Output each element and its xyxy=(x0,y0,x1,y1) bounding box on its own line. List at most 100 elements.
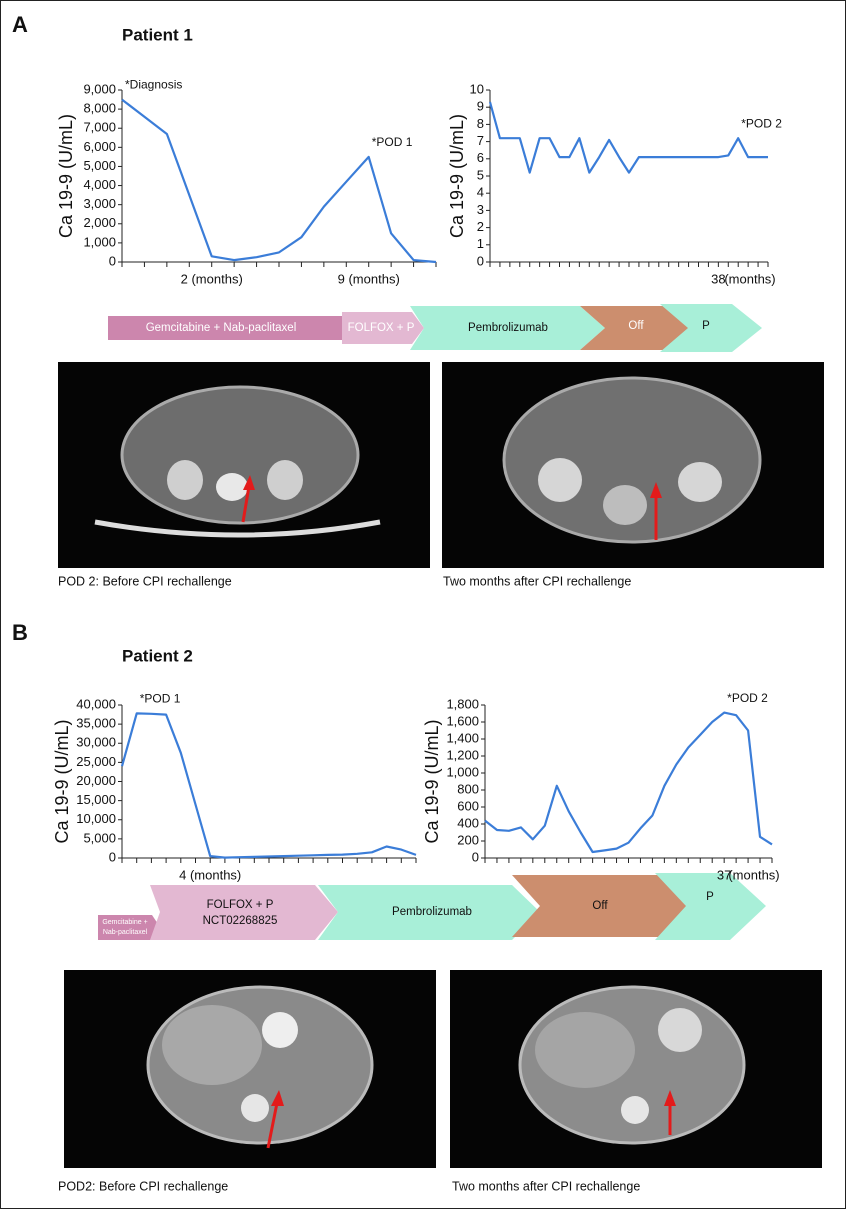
y-tick-label: 6 xyxy=(477,150,484,165)
timeline-label: Pembrolizumab xyxy=(468,322,548,334)
timeline-label: P xyxy=(702,320,710,332)
image-caption: Two months after CPI rechallenge xyxy=(452,1179,640,1193)
annotation: *Diagnosis xyxy=(125,78,182,92)
y-tick-label: 10,000 xyxy=(76,811,116,826)
timeline-label: P xyxy=(706,891,714,903)
annotation: *POD 1 xyxy=(140,692,181,706)
timeline-label: Off xyxy=(628,320,644,332)
y-tick-label: 7 xyxy=(477,133,484,148)
y-axis-label: Ca 19-9 (U/mL) xyxy=(56,114,76,238)
timeline-segment xyxy=(108,316,345,340)
ct-image xyxy=(450,970,822,1168)
timeline-label: Gemcitabine + Nab-paclitaxel xyxy=(146,322,297,334)
timeline-label: Pembrolizumab xyxy=(392,906,472,918)
y-tick-label: 200 xyxy=(457,832,479,847)
y-tick-label: 3 xyxy=(477,202,484,217)
chart: 0 1,000 2,000 3,000 4,000 5,000 6,000 7,000 8,00… xyxy=(56,78,437,286)
timeline-segment xyxy=(150,885,338,940)
data-line xyxy=(120,712,417,859)
timeline-label: Gemcitabine + xyxy=(102,919,147,926)
image-caption: POD2: Before CPI rechallenge xyxy=(58,1179,228,1193)
y-tick-label: 5,000 xyxy=(83,830,116,845)
y-tick-label: 1,200 xyxy=(446,747,479,762)
y-tick-label: 0 xyxy=(109,849,116,864)
x-tick-label: 2 (months) xyxy=(181,271,243,286)
y-tick-label: 0 xyxy=(109,253,116,268)
x-tick-label: 37 xyxy=(717,867,731,882)
data-line xyxy=(484,711,773,854)
x-axis-label: (months) xyxy=(724,271,775,286)
timeline-segment xyxy=(580,306,690,350)
data-line xyxy=(488,101,768,174)
y-tick-label: 1,000 xyxy=(83,234,116,249)
y-tick-label: 30,000 xyxy=(76,735,116,750)
timeline-label: Nab-paclitaxel xyxy=(103,929,148,936)
chart: 0 1 2 3 4 5 6 7 8 9 10 38(months) Ca 19-9 (U/mL) *POD… xyxy=(447,81,782,286)
y-tick-label: 0 xyxy=(472,849,479,864)
x-tick-label: 9 (months) xyxy=(338,271,400,286)
y-tick-label: 1,600 xyxy=(446,713,479,728)
annotation: *POD 2 xyxy=(727,691,768,705)
y-tick-label: 25,000 xyxy=(76,754,116,769)
y-tick-label: 15,000 xyxy=(76,792,116,807)
ct-image xyxy=(58,362,430,568)
timeline-label: Off xyxy=(592,900,608,912)
y-tick-label: 2 xyxy=(477,219,484,234)
y-tick-label: 7,000 xyxy=(83,120,116,135)
y-tick-label: 10 xyxy=(470,81,484,96)
timeline: Gemcitabine + Nab-paclitaxel FOLFOX + P … xyxy=(98,873,766,940)
timeline-segment xyxy=(512,875,688,937)
ct-image xyxy=(442,362,824,568)
y-tick-label: 3,000 xyxy=(83,196,116,211)
data-line xyxy=(121,98,437,264)
timeline-label: FOLFOX + P xyxy=(348,322,415,334)
timeline-segment xyxy=(410,306,605,350)
timeline-segment xyxy=(98,915,160,940)
y-axis-label: Ca 19-9 (U/mL) xyxy=(52,719,72,843)
x-axis-label: (months) xyxy=(728,867,779,882)
x-tick-label: 4 (months) xyxy=(179,867,241,882)
y-tick-label: 600 xyxy=(457,798,479,813)
y-tick-label: 800 xyxy=(457,781,479,796)
y-tick-label: 6,000 xyxy=(83,139,116,154)
y-tick-label: 9 xyxy=(477,99,484,114)
timeline-segment xyxy=(342,312,424,344)
timeline-segment xyxy=(318,885,540,940)
y-tick-label: 40,000 xyxy=(76,696,116,711)
y-tick-label: 20,000 xyxy=(76,773,116,788)
y-tick-label: 8,000 xyxy=(83,101,116,116)
timeline-segment xyxy=(660,304,762,352)
y-tick-label: 1,400 xyxy=(446,730,479,745)
chart: 0 5,000 10,000 15,000 20,000 25,000 30,000 35,0… xyxy=(52,692,417,882)
y-tick-label: 1,800 xyxy=(446,696,479,711)
y-tick-label: 4,000 xyxy=(83,177,116,192)
y-tick-label: 0 xyxy=(477,253,484,268)
timeline-label: NCT02268825 xyxy=(203,915,278,927)
y-tick-label: 2,000 xyxy=(83,215,116,230)
image-caption: Two months after CPI rechallenge xyxy=(443,574,631,588)
y-tick-label: 5,000 xyxy=(83,158,116,173)
chart: 0 200 400 600 800 1,000 1,200 1,400 1,600 1,800 37… xyxy=(422,691,780,883)
y-tick-label: 5 xyxy=(477,167,484,182)
x-tick-label: 38 xyxy=(711,271,725,286)
y-tick-label: 4 xyxy=(477,185,484,200)
panel-title: Patient 1 xyxy=(122,25,193,44)
annotation: *POD 1 xyxy=(372,135,413,149)
y-tick-label: 1 xyxy=(477,236,484,251)
ct-image xyxy=(64,970,436,1168)
y-tick-label: 1,000 xyxy=(446,764,479,779)
image-caption: POD 2: Before CPI rechallenge xyxy=(58,574,232,588)
timeline: Gemcitabine + Nab-paclitaxel FOLFOX + P … xyxy=(108,304,762,352)
timeline-segment xyxy=(655,873,766,940)
y-tick-label: 35,000 xyxy=(76,716,116,731)
y-tick-label: 8 xyxy=(477,116,484,131)
panel-label: A xyxy=(12,12,28,37)
annotation: *POD 2 xyxy=(741,116,782,130)
y-axis-label: Ca 19-9 (U/mL) xyxy=(447,114,467,238)
panel-label: B xyxy=(12,620,28,645)
y-axis-label: Ca 19-9 (U/mL) xyxy=(422,719,442,843)
y-tick-label: 9,000 xyxy=(83,81,116,96)
panel-title: Patient 2 xyxy=(122,646,193,665)
y-tick-label: 400 xyxy=(457,815,479,830)
